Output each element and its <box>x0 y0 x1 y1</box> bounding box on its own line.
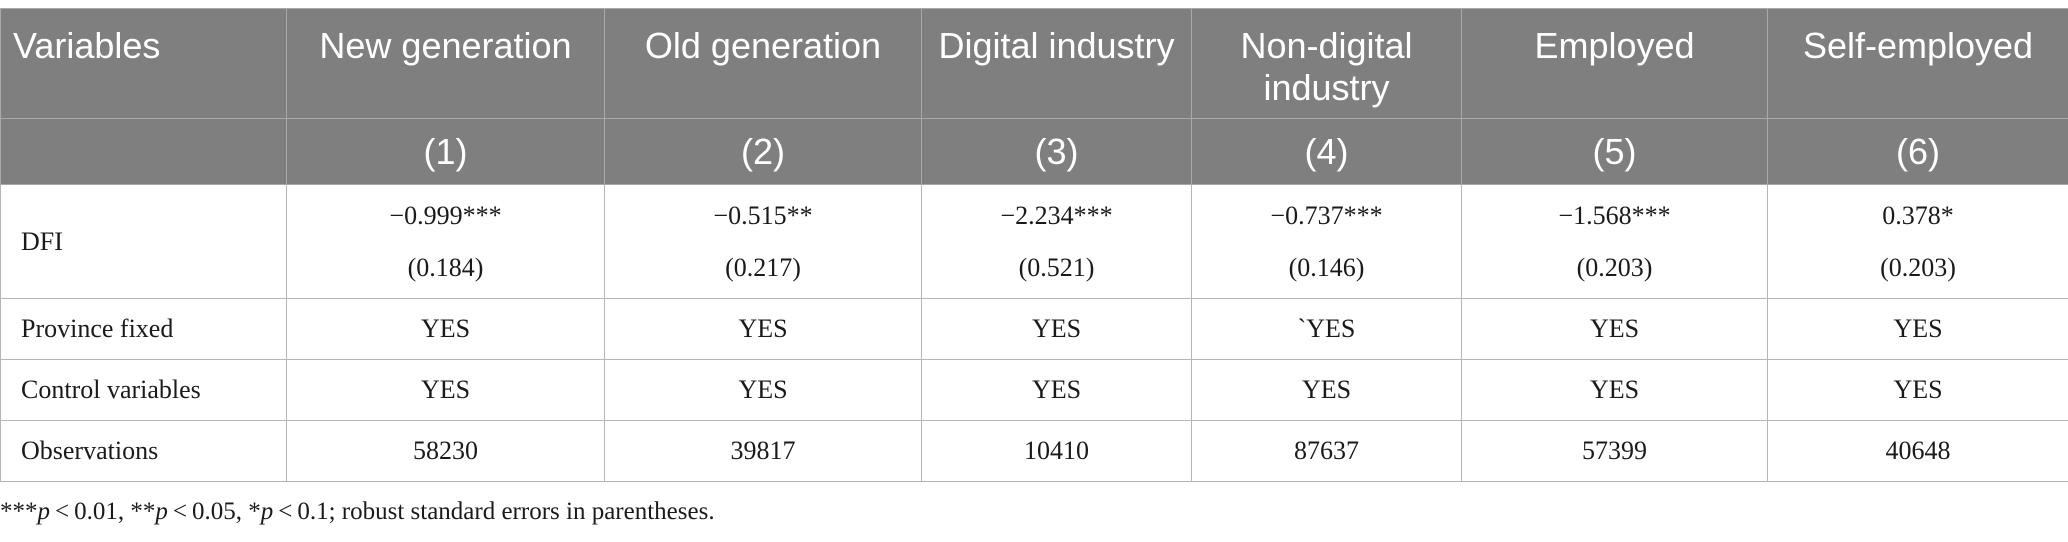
header-old-generation: Old generation <box>604 8 922 119</box>
header-number-2: (2) <box>604 118 922 185</box>
regression-table: Variables New generation Old generation … <box>0 8 2068 482</box>
header-new-generation: New generation <box>286 8 605 119</box>
coefficient: −1.568*** <box>1558 200 1671 230</box>
table-cell: 39817 <box>604 420 922 482</box>
footnote-part-2: < 0.05, * <box>167 498 261 525</box>
standard-error: (0.203) <box>1576 252 1653 282</box>
header-variables: Variables <box>0 8 287 119</box>
header-number-6: (6) <box>1767 118 2068 185</box>
row-label-control-variables: Control variables <box>0 359 287 421</box>
footnote-part-3: < 0.1; robust standard errors in parenth… <box>273 498 715 525</box>
row-label-observations: Observations <box>0 420 287 482</box>
table-row-dfi: DFI −0.999*** (0.184) −0.515** (0.217) −2.… <box>0 184 2068 299</box>
header-number-1: (1) <box>286 118 605 185</box>
standard-error: (0.521) <box>1018 252 1095 282</box>
dfi-cell-4: −0.737*** (0.146) <box>1191 184 1462 299</box>
header-row: Variables New generation Old generation … <box>0 8 2068 119</box>
footnote-p-2: p <box>155 498 168 525</box>
coefficient: 0.378* <box>1882 200 1954 230</box>
table-cell: 40648 <box>1767 420 2068 482</box>
table-cell: YES <box>1461 359 1768 421</box>
table-cell: YES <box>1767 298 2068 360</box>
table-cell: `YES <box>1191 298 1462 360</box>
row-label-dfi: DFI <box>0 184 287 299</box>
table-cell: YES <box>286 359 605 421</box>
table-row-province-fixed: Province fixed YES YES YES `YES YES YES <box>0 298 2068 360</box>
header-self-employed: Self-employed <box>1767 8 2068 119</box>
table-cell: 58230 <box>286 420 605 482</box>
coefficient: −0.999*** <box>389 200 502 230</box>
table-cell: YES <box>604 359 922 421</box>
table-cell: YES <box>921 298 1192 360</box>
standard-error: (0.146) <box>1288 252 1365 282</box>
header-number-3: (3) <box>921 118 1192 185</box>
header-number-5: (5) <box>1461 118 1768 185</box>
footnote-p-1: p <box>37 498 51 525</box>
table-row-control-variables: Control variables YES YES YES YES YES YE… <box>0 359 2068 421</box>
table-cell: 57399 <box>1461 420 1768 482</box>
row-label-province-fixed: Province fixed <box>0 298 287 360</box>
table-footnote: ***p < 0.01, **p < 0.05, *p < 0.1; robus… <box>0 498 715 526</box>
dfi-cell-6: 0.378* (0.203) <box>1767 184 2068 299</box>
standard-error: (0.217) <box>725 252 801 282</box>
table-cell: 87637 <box>1191 420 1462 482</box>
footnote-p-3: p <box>260 498 274 525</box>
standard-error: (0.203) <box>1880 252 1956 282</box>
dfi-cell-2: −0.515** (0.217) <box>604 184 922 299</box>
header-employed: Employed <box>1461 8 1768 119</box>
table-cell: YES <box>1461 298 1768 360</box>
table-cell: YES <box>286 298 605 360</box>
table-row-observations: Observations 58230 39817 10410 87637 573… <box>0 420 2068 482</box>
table-cell: YES <box>921 359 1192 421</box>
header-number-4: (4) <box>1191 118 1462 185</box>
table-cell: YES <box>604 298 922 360</box>
coefficient: −2.234*** <box>1000 200 1113 230</box>
footnote-stars-1: *** <box>0 498 38 525</box>
table-cell: 10410 <box>921 420 1192 482</box>
header-number-blank <box>0 118 287 185</box>
dfi-cell-3: −2.234*** (0.521) <box>921 184 1192 299</box>
table-cell: YES <box>1191 359 1462 421</box>
regression-table-container: Variables New generation Old generation … <box>0 8 2068 482</box>
coefficient: −0.515** <box>713 200 813 230</box>
header-digital-industry: Digital industry <box>921 8 1192 119</box>
footnote-part-1: < 0.01, ** <box>50 498 156 525</box>
dfi-cell-1: −0.999*** (0.184) <box>286 184 605 299</box>
table-cell: YES <box>1767 359 2068 421</box>
dfi-cell-5: −1.568*** (0.203) <box>1461 184 1768 299</box>
coefficient: −0.737*** <box>1270 200 1383 230</box>
header-number-row: (1) (2) (3) (4) (5) (6) <box>0 118 2068 185</box>
header-non-digital-industry: Non-digital industry <box>1191 8 1462 119</box>
standard-error: (0.184) <box>407 252 484 282</box>
